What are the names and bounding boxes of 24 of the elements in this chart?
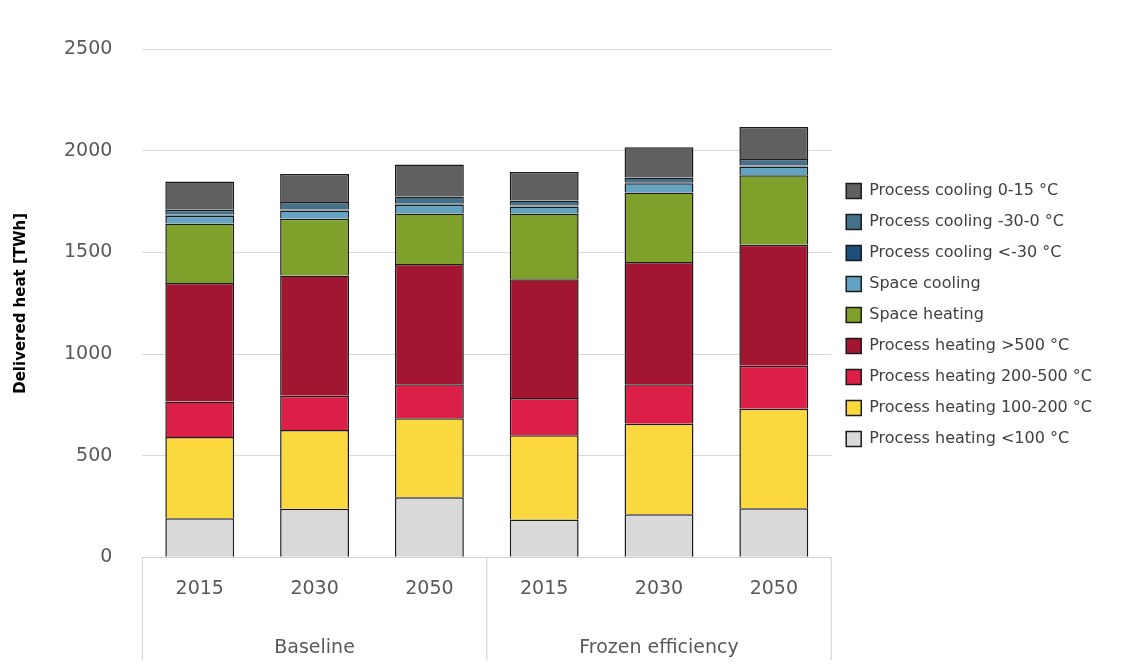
legend-label: Process heating <100 °C [869,428,1070,448]
y-axis-title: Delivered heat [TWh] [10,212,29,394]
text: Baseline [274,634,355,657]
legend-label: Space cooling [869,273,981,293]
x-tick-label: 2015 [175,575,224,598]
x-tick-label: 2050 [405,575,454,598]
x-tick-label: 2030 [634,575,684,598]
y-tick-label: 0 [100,544,113,567]
legend-label: Process cooling -30-0 °C [869,211,1064,231]
x-tick-label: 2015 [520,575,569,598]
legend-label: Process cooling <-30 °C [869,242,1062,262]
y-tick-label: 2000 [63,137,113,160]
y-tick-label: 1000 [63,341,113,364]
legend-label: Process cooling 0-15 °C [869,180,1059,200]
legend-label: Process heating >500 °C [869,335,1070,355]
x-tick-label: 2050 [749,575,798,598]
y-tick-label: 500 [76,442,113,465]
y-tick-label: 2500 [63,36,113,59]
text: Frozen efficiency [579,634,739,657]
legend-label: Process heating 200-500 °C [869,366,1092,386]
y-tick-label: 1500 [63,239,113,262]
legend-label: Process heating 100-200 °C [869,397,1092,417]
x-tick-label: 2030 [290,575,339,598]
legend-label: Space heating [869,304,984,324]
